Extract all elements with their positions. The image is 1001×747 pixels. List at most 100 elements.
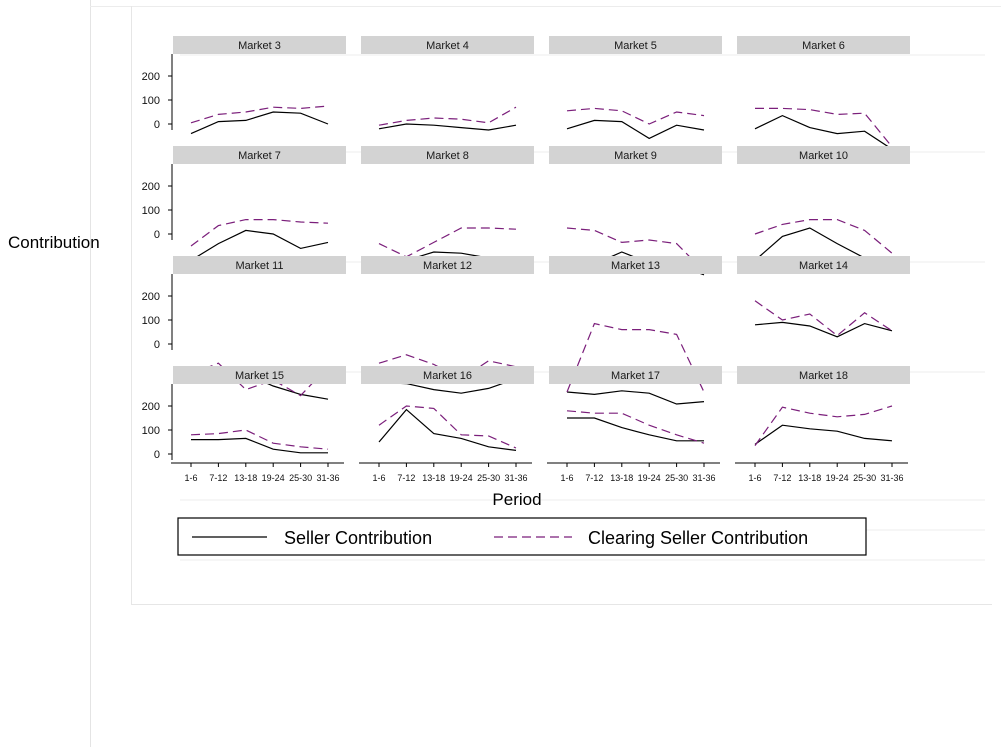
clearing-seller-contribution-line: [190, 429, 329, 450]
clearing-seller-contribution-line: [190, 362, 329, 397]
x-tick-label: 31-36: [504, 473, 527, 483]
panel-strip: [549, 256, 722, 274]
y-tick-label: 200: [142, 291, 160, 303]
y-tick-label: 0: [154, 229, 160, 241]
panel-title: Market 15: [235, 370, 284, 382]
x-tick-label: 19-24: [638, 473, 661, 483]
seller-contribution-line: [191, 437, 328, 454]
y-axis-title: Contribution: [8, 233, 100, 252]
panel-strip: [549, 36, 722, 54]
seller-contribution-line: [754, 114, 893, 150]
panel-title: Market 3: [238, 40, 281, 52]
legend-seller-label: Seller Contribution: [284, 528, 432, 548]
clearing-seller-contribution-line: [378, 405, 517, 449]
clearing-seller-contribution-line: [754, 300, 893, 337]
x-tick-label: 1-6: [560, 473, 573, 483]
clearing-seller-contribution-line: [754, 219, 893, 254]
y-tick-label: 0: [154, 119, 160, 131]
x-tick-label: 25-30: [289, 473, 312, 483]
panel-title: Market 8: [426, 150, 469, 162]
y-tick-label: 200: [142, 181, 160, 193]
panel-strip: [737, 146, 910, 164]
clearing-seller-contribution-line: [190, 219, 329, 247]
panel-strip: [361, 366, 534, 384]
page-top-rule: [90, 6, 1001, 7]
x-tick-label: 13-18: [610, 473, 633, 483]
panel-strip: [549, 146, 722, 164]
x-tick-label: 1-6: [372, 473, 385, 483]
seller-contribution-line: [378, 408, 517, 451]
clearing-seller-contribution-line: [566, 322, 705, 393]
y-tick-label: 200: [142, 71, 160, 83]
panel-title: Market 11: [235, 260, 283, 272]
plot-frame: [131, 6, 992, 605]
x-tick-label: 7-12: [773, 473, 791, 483]
panel-strip: [361, 36, 534, 54]
panel-strip: [173, 256, 346, 274]
clearing-seller-contribution-line: [754, 405, 893, 446]
panel-strip: [737, 366, 910, 384]
panel-title: Market 13: [611, 260, 660, 272]
y-tick-label: 100: [142, 425, 160, 437]
x-tick-label: 1-6: [184, 473, 197, 483]
legend: Seller Contribution Clearing Seller Contr…: [177, 517, 867, 556]
x-tick-label: 1-6: [748, 473, 761, 483]
clearing-seller-contribution-line: [378, 227, 517, 258]
x-tick-label: 7-12: [209, 473, 227, 483]
panel-title: Market 17: [611, 370, 660, 382]
panel-strip: [173, 366, 346, 384]
x-tick-label: 31-36: [692, 473, 715, 483]
x-tick-label: 19-24: [826, 473, 849, 483]
seller-contribution-line: [190, 229, 329, 261]
panel-title: Market 18: [799, 370, 848, 382]
x-tick-label: 31-36: [316, 473, 339, 483]
panel-title: Market 5: [614, 40, 657, 52]
panel-strip: [173, 36, 346, 54]
x-tick-label: 19-24: [262, 473, 285, 483]
panel-title: Market 9: [614, 150, 657, 162]
clearing-seller-contribution-line: [566, 410, 705, 444]
panel-strip: [737, 256, 910, 274]
y-tick-label: 100: [142, 315, 160, 327]
panel-strip: [173, 146, 346, 164]
y-tick-label: 100: [142, 95, 160, 107]
panel-strip: [549, 366, 722, 384]
panel-title: Market 10: [799, 150, 848, 162]
clearing-seller-contribution-line: [378, 106, 517, 126]
seller-contribution-line: [566, 390, 705, 405]
x-tick-label: 13-18: [422, 473, 445, 483]
panel-title: Market 4: [426, 40, 469, 52]
y-tick-label: 100: [142, 205, 160, 217]
x-tick-label: 13-18: [798, 473, 821, 483]
clearing-seller-contribution-line: [566, 227, 705, 272]
x-tick-label: 13-18: [234, 473, 257, 483]
seller-contribution-line: [567, 417, 704, 442]
panel-title: Market 7: [238, 150, 281, 162]
seller-contribution-line: [190, 111, 329, 135]
x-axis-title: Period: [492, 490, 541, 509]
seller-contribution-line: [378, 123, 517, 131]
seller-contribution-line: [754, 424, 893, 445]
y-tick-label: 0: [154, 339, 160, 351]
panel-strip: [361, 256, 534, 274]
page-left-rule: [90, 0, 91, 747]
x-tick-label: 25-30: [477, 473, 500, 483]
y-tick-label: 0: [154, 449, 160, 461]
panel-title: Market 16: [423, 370, 472, 382]
legend-clearing-label: Clearing Seller Contribution: [588, 528, 808, 548]
panel-strip: [737, 36, 910, 54]
y-tick-label: 200: [142, 401, 160, 413]
seller-contribution-line: [754, 321, 893, 338]
panel-strip: [361, 146, 534, 164]
x-tick-label: 31-36: [880, 473, 903, 483]
x-tick-label: 25-30: [853, 473, 876, 483]
seller-contribution-line: [566, 119, 705, 140]
x-tick-label: 7-12: [397, 473, 415, 483]
panel-title: Market 14: [799, 260, 848, 272]
x-tick-label: 19-24: [450, 473, 473, 483]
x-tick-label: 25-30: [665, 473, 688, 483]
panel-title: Market 12: [423, 260, 472, 272]
x-tick-label: 7-12: [585, 473, 603, 483]
